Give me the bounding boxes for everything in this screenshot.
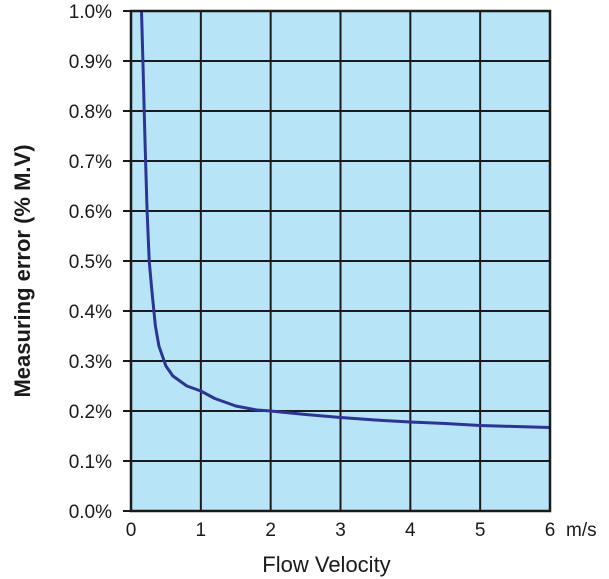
y-tick-label-7: 0.7% [69, 152, 112, 173]
plot-frame [129, 9, 552, 513]
y-tick-label-9: 0.9% [69, 52, 112, 73]
y-tick-labels: 0.0% 0.1% 0.2% 0.3% 0.4% 0.5% 0.6% 0.7% 0.8% 0.9%… [69, 2, 112, 523]
x-tick-label-0: 0 [126, 520, 137, 541]
y-tick-label-2: 0.2% [69, 402, 112, 423]
y-tick-label-8: 0.8% [69, 102, 112, 123]
x-unit-label: m/s [566, 520, 597, 541]
x-tick-label-2: 2 [265, 520, 276, 541]
x-tick-label-4: 4 [405, 520, 416, 541]
y-tick-label-6: 0.6% [69, 202, 112, 223]
y-tick-label-4: 0.4% [69, 302, 112, 323]
y-tick-label-3: 0.3% [69, 352, 112, 373]
x-axis-title: Flow Velocity [262, 552, 390, 577]
x-tick-label-6: 6 [545, 520, 556, 541]
x-tick-label-5: 5 [475, 520, 486, 541]
y-tick-label-0: 0.0% [69, 502, 112, 523]
y-axis-title: Measuring error (% M.V) [10, 144, 35, 397]
measuring-error-curve [140, 10, 551, 429]
x-tick-label-3: 3 [335, 520, 346, 541]
y-tick-label-5: 0.5% [69, 252, 112, 273]
x-tick-labels: 0 1 2 3 4 5 6 [126, 520, 556, 541]
y-tick-label-10: 1.0% [69, 2, 112, 23]
y-tick-label-1: 0.1% [69, 452, 112, 473]
x-tick-label-1: 1 [196, 520, 207, 541]
